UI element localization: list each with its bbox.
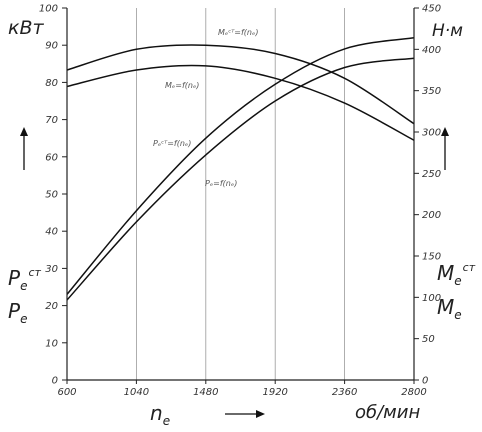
curve-layer [66, 37, 415, 301]
curve-annotation: Pₑᶜᵀ=f(nₑ) [153, 139, 191, 148]
x-arrow-head [256, 410, 265, 418]
right-legend-me: Me [437, 295, 462, 322]
series-line-1 [66, 57, 415, 301]
x-axis-label: ne [150, 401, 170, 428]
left-tick-label: 60 [45, 152, 58, 163]
left-tick-label: 100 [39, 4, 58, 15]
left-tick-label: 0 [52, 376, 58, 387]
left-tick-label: 90 [45, 41, 58, 52]
right-tick-label: 250 [422, 169, 441, 180]
left-unit-label: кВт [8, 17, 45, 39]
right-tick-label: 100 [422, 293, 441, 304]
x-tick-label: 1920 [262, 387, 287, 398]
left-tick-label: 40 [45, 227, 58, 238]
left-tick-label: 80 [45, 78, 58, 89]
curve-annotation: Mₑ=f(nₑ) [165, 81, 199, 90]
left-tick-label: 20 [45, 301, 58, 312]
right-tick-label: 450 [422, 4, 441, 15]
x-tick-label: 2360 [332, 387, 357, 398]
right-tick-label: 200 [422, 210, 441, 221]
right-arrow-head [441, 127, 449, 136]
x-tick-label: 2800 [401, 387, 426, 398]
series-line-0 [66, 37, 415, 295]
x-tick-label: 1040 [124, 387, 149, 398]
left-legend-pe: Pe [8, 299, 27, 326]
label-layer: Mₑᶜᵀ=f(nₑ) Mₑ=f(nₑ) Pₑᶜᵀ=f(nₑ) Pₑ=f(nₑ) кВт Н… [8, 17, 476, 428]
right-tick-label: 400 [422, 45, 441, 56]
right-tick-label: 150 [422, 252, 441, 263]
right-legend-mest: Meст [437, 261, 476, 288]
left-arrow-head [20, 127, 28, 136]
grid-layer [135, 8, 346, 380]
series-line-3 [66, 64, 415, 141]
right-tick-label: 0 [422, 376, 428, 387]
x-tick-label: 600 [57, 387, 76, 398]
right-tick-label: 50 [422, 334, 435, 345]
left-tick-label: 30 [45, 264, 58, 275]
left-tick-label: 70 [45, 115, 58, 126]
left-tick-label: 50 [45, 190, 58, 201]
right-unit-label: Н·м [432, 21, 463, 41]
right-tick-label: 350 [422, 86, 441, 97]
curve-annotation: Mₑᶜᵀ=f(nₑ) [218, 28, 258, 37]
series-line-2 [66, 44, 415, 125]
curve-annotation: Pₑ=f(nₑ) [205, 179, 237, 188]
left-tick-label: 10 [45, 338, 58, 349]
x-tick-label: 1480 [193, 387, 218, 398]
axis-layer: 0 10 20 30 40 50 60 70 80 90 100 0 50 100 150 200 250 300… [39, 4, 441, 399]
left-legend-pest: Peст [8, 266, 42, 293]
right-tick-label: 300 [422, 128, 441, 139]
x-unit-label: об/мин [355, 402, 420, 423]
